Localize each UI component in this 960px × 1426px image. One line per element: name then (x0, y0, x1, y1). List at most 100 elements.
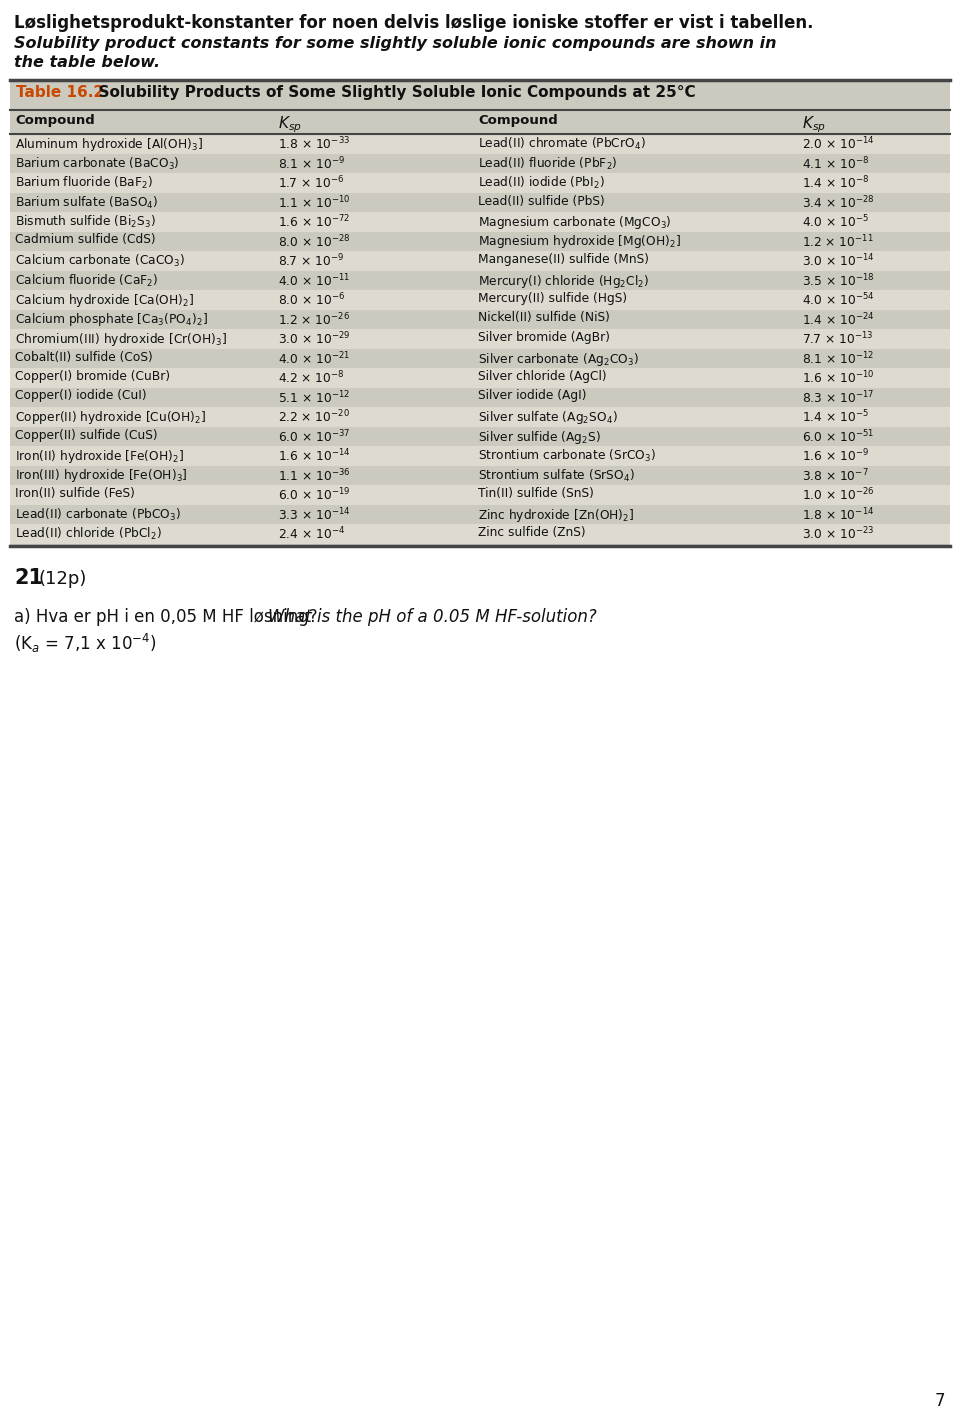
Text: 1.6 × 10$^{-9}$: 1.6 × 10$^{-9}$ (802, 448, 869, 465)
Text: Cobalt(II) sulfide (CoS): Cobalt(II) sulfide (CoS) (15, 351, 153, 364)
Bar (10, 465, 950, 485)
Text: Lead(II) chromate (PbCrO$_4$): Lead(II) chromate (PbCrO$_4$) (478, 135, 646, 153)
Text: Aluminum hydroxide [Al(OH)$_3$]: Aluminum hydroxide [Al(OH)$_3$] (15, 135, 204, 153)
Text: 2.0 × 10$^{-14}$: 2.0 × 10$^{-14}$ (802, 135, 875, 153)
Bar (10, 154, 950, 173)
Bar (10, 193, 950, 212)
Text: 3.3 × 10$^{-14}$: 3.3 × 10$^{-14}$ (278, 506, 350, 523)
Text: 8.0 × 10$^{-6}$: 8.0 × 10$^{-6}$ (278, 292, 346, 308)
Text: 8.7 × 10$^{-9}$: 8.7 × 10$^{-9}$ (278, 252, 345, 270)
Text: 1.0 × 10$^{-26}$: 1.0 × 10$^{-26}$ (802, 488, 875, 503)
Text: Lead(II) carbonate (PbCO$_3$): Lead(II) carbonate (PbCO$_3$) (15, 506, 181, 522)
Text: Calcium fluoride (CaF$_2$): Calcium fluoride (CaF$_2$) (15, 272, 158, 288)
Text: 1.8 × 10$^{-33}$: 1.8 × 10$^{-33}$ (278, 135, 350, 153)
Text: Copper(II) hydroxide [Cu(OH)$_2$]: Copper(II) hydroxide [Cu(OH)$_2$] (15, 409, 206, 426)
Text: 5.1 × 10$^{-12}$: 5.1 × 10$^{-12}$ (278, 389, 350, 406)
Text: Mercury(II) sulfide (HgS): Mercury(II) sulfide (HgS) (478, 292, 627, 305)
Text: 4.2 × 10$^{-8}$: 4.2 × 10$^{-8}$ (278, 369, 345, 386)
Text: Barium sulfate (BaSO$_4$): Barium sulfate (BaSO$_4$) (15, 194, 158, 211)
Bar (10, 289, 950, 309)
Text: 3.0 × 10$^{-14}$: 3.0 × 10$^{-14}$ (802, 252, 875, 270)
Text: 1.8 × 10$^{-14}$: 1.8 × 10$^{-14}$ (802, 506, 875, 523)
Text: 1.6 × 10$^{-10}$: 1.6 × 10$^{-10}$ (802, 369, 875, 386)
Text: Silver sulfide (Ag$_2$S): Silver sulfide (Ag$_2$S) (478, 428, 601, 445)
Text: 8.3 × 10$^{-17}$: 8.3 × 10$^{-17}$ (802, 389, 875, 406)
Text: 4.0 × 10$^{-54}$: 4.0 × 10$^{-54}$ (802, 292, 875, 308)
Text: 1.2 × 10$^{-11}$: 1.2 × 10$^{-11}$ (802, 234, 874, 250)
Text: 1.1 × 10$^{-36}$: 1.1 × 10$^{-36}$ (278, 468, 350, 483)
Text: 2.4 × 10$^{-4}$: 2.4 × 10$^{-4}$ (278, 526, 346, 543)
Text: Manganese(II) sulfide (MnS): Manganese(II) sulfide (MnS) (478, 252, 649, 267)
Text: Silver bromide (AgBr): Silver bromide (AgBr) (478, 331, 610, 344)
Text: 8.1 × 10$^{-9}$: 8.1 × 10$^{-9}$ (278, 155, 346, 173)
Bar (10, 309, 950, 329)
Bar (10, 388, 950, 406)
Text: Calcium phosphate [Ca$_3$(PO$_4$)$_2$]: Calcium phosphate [Ca$_3$(PO$_4$)$_2$] (15, 311, 208, 328)
Text: 1.6 × 10$^{-14}$: 1.6 × 10$^{-14}$ (278, 448, 350, 465)
Text: Table 16.2: Table 16.2 (16, 86, 104, 100)
Text: Silver sulfate (Ag$_2$SO$_4$): Silver sulfate (Ag$_2$SO$_4$) (478, 409, 618, 426)
Text: 4.0 × 10$^{-11}$: 4.0 × 10$^{-11}$ (278, 272, 350, 289)
Bar (10, 368, 950, 388)
Bar (10, 251, 950, 271)
Text: 3.0 × 10$^{-29}$: 3.0 × 10$^{-29}$ (278, 331, 350, 348)
Text: 21: 21 (14, 568, 43, 588)
Text: 7.7 × 10$^{-13}$: 7.7 × 10$^{-13}$ (802, 331, 874, 348)
Text: Compound: Compound (478, 114, 558, 127)
Text: 8.0 × 10$^{-28}$: 8.0 × 10$^{-28}$ (278, 234, 350, 250)
Text: Nickel(II) sulfide (NiS): Nickel(II) sulfide (NiS) (478, 311, 610, 325)
Text: 1.6 × 10$^{-72}$: 1.6 × 10$^{-72}$ (278, 214, 350, 231)
Text: Chromium(III) hydroxide [Cr(OH)$_3$]: Chromium(III) hydroxide [Cr(OH)$_3$] (15, 331, 227, 348)
Text: Iron(III) hydroxide [Fe(OH)$_3$]: Iron(III) hydroxide [Fe(OH)$_3$] (15, 468, 187, 485)
Text: Lead(II) fluoride (PbF$_2$): Lead(II) fluoride (PbF$_2$) (478, 155, 617, 171)
Text: Copper(II) sulfide (CuS): Copper(II) sulfide (CuS) (15, 428, 157, 442)
Text: (K$_{\mathit{a}}$ = 7,1 x 10$^{-4}$): (K$_{\mathit{a}}$ = 7,1 x 10$^{-4}$) (14, 632, 156, 655)
Text: a) Hva er pH i en 0,05 M HF løsning?: a) Hva er pH i en 0,05 M HF løsning? (14, 607, 323, 626)
Text: 4.0 × 10$^{-5}$: 4.0 × 10$^{-5}$ (802, 214, 869, 231)
Text: Copper(I) bromide (CuBr): Copper(I) bromide (CuBr) (15, 369, 170, 384)
Text: Zinc hydroxide [Zn(OH)$_2$]: Zinc hydroxide [Zn(OH)$_2$] (478, 506, 635, 523)
Text: Copper(I) iodide (CuI): Copper(I) iodide (CuI) (15, 389, 147, 402)
Text: Magnesium carbonate (MgCO$_3$): Magnesium carbonate (MgCO$_3$) (478, 214, 671, 231)
Text: Strontium carbonate (SrCO$_3$): Strontium carbonate (SrCO$_3$) (478, 448, 656, 463)
Bar (10, 505, 950, 523)
Bar (10, 231, 950, 251)
Text: 1.4 × 10$^{-24}$: 1.4 × 10$^{-24}$ (802, 311, 875, 328)
Text: Calcium hydroxide [Ca(OH)$_2$]: Calcium hydroxide [Ca(OH)$_2$] (15, 292, 194, 309)
Text: Calcium carbonate (CaCO$_3$): Calcium carbonate (CaCO$_3$) (15, 252, 185, 270)
Bar (10, 271, 950, 289)
Text: $K_{\mathit{sp}}$: $K_{\mathit{sp}}$ (802, 114, 826, 134)
Text: (12p): (12p) (38, 569, 86, 588)
Text: 3.5 × 10$^{-18}$: 3.5 × 10$^{-18}$ (802, 272, 875, 289)
Bar (10, 80, 950, 546)
Text: Lead(II) chloride (PbCl$_2$): Lead(II) chloride (PbCl$_2$) (15, 526, 162, 542)
Bar (10, 348, 950, 368)
Text: 1.2 × 10$^{-26}$: 1.2 × 10$^{-26}$ (278, 311, 350, 328)
Text: 3.0 × 10$^{-23}$: 3.0 × 10$^{-23}$ (802, 526, 875, 543)
Text: Magnesium hydroxide [Mg(OH)$_2$]: Magnesium hydroxide [Mg(OH)$_2$] (478, 234, 681, 251)
Text: 8.1 × 10$^{-12}$: 8.1 × 10$^{-12}$ (802, 351, 875, 366)
Bar (10, 110, 950, 134)
Text: 4.0 × 10$^{-21}$: 4.0 × 10$^{-21}$ (278, 351, 350, 366)
Text: Silver chloride (AgCl): Silver chloride (AgCl) (478, 369, 607, 384)
Text: Solubility Products of Some Slightly Soluble Ionic Compounds at 25°C: Solubility Products of Some Slightly Sol… (88, 86, 696, 100)
Text: Silver carbonate (Ag$_2$CO$_3$): Silver carbonate (Ag$_2$CO$_3$) (478, 351, 639, 368)
Text: Barium carbonate (BaCO$_3$): Barium carbonate (BaCO$_3$) (15, 155, 180, 171)
Text: Strontium sulfate (SrSO$_4$): Strontium sulfate (SrSO$_4$) (478, 468, 635, 483)
Text: 6.0 × 10$^{-51}$: 6.0 × 10$^{-51}$ (802, 428, 875, 445)
Text: 7: 7 (934, 1392, 945, 1410)
Text: the table below.: the table below. (14, 56, 160, 70)
Bar (10, 134, 950, 154)
Text: Iron(II) sulfide (FeS): Iron(II) sulfide (FeS) (15, 488, 134, 501)
Text: Zinc sulfide (ZnS): Zinc sulfide (ZnS) (478, 526, 586, 539)
Text: Silver iodide (AgI): Silver iodide (AgI) (478, 389, 587, 402)
Text: Lead(II) iodide (PbI$_2$): Lead(II) iodide (PbI$_2$) (478, 175, 605, 191)
Bar (10, 446, 950, 465)
Text: $K_{\mathit{sp}}$: $K_{\mathit{sp}}$ (278, 114, 301, 134)
Text: Barium fluoride (BaF$_2$): Barium fluoride (BaF$_2$) (15, 175, 153, 191)
Text: Solubility product constants for some slightly soluble ionic compounds are shown: Solubility product constants for some sl… (14, 36, 777, 51)
Bar (10, 212, 950, 231)
Text: Løslighetsprodukt­konstanter for noen delvis løslige ioniske stoffer er vist i t: Løslighetsprodukt­konstanter for noen de… (14, 14, 813, 31)
Text: 1.7 × 10$^{-6}$: 1.7 × 10$^{-6}$ (278, 175, 345, 191)
Bar (10, 173, 950, 193)
